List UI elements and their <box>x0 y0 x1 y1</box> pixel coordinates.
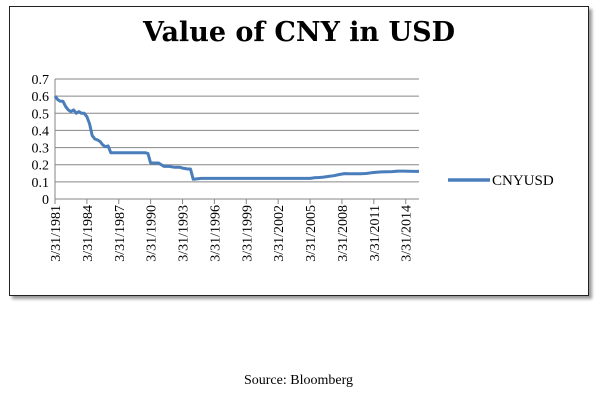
chart-frame: Value of CNY in USD 0 0.1 0.2 0.3 0.4 0.5 0.6 0… <box>9 6 589 296</box>
x-tick-label: 3/31/2011 <box>368 205 383 261</box>
x-tick-label: 3/31/1999 <box>240 205 255 262</box>
y-tick-label: 0.5 <box>32 107 50 122</box>
x-tick-label: 3/31/1981 <box>49 205 64 262</box>
source-caption: Source: Bloomberg <box>243 373 353 388</box>
x-tick-label: 3/31/1990 <box>145 205 160 262</box>
y-tick-label: 0.3 <box>32 142 50 157</box>
legend-label: CNYUSD <box>492 173 554 189</box>
x-tick-label: 3/31/2014 <box>400 205 415 262</box>
y-tick-label: 0 <box>42 193 49 208</box>
x-tick-label: 3/31/1984 <box>81 205 96 262</box>
x-tick-label: 3/31/1993 <box>177 205 192 262</box>
x-tick-label: 3/31/2008 <box>336 205 351 262</box>
y-tick-label: 0.6 <box>32 90 50 105</box>
y-tick-label: 0.1 <box>32 176 50 191</box>
x-tick-label: 3/31/1987 <box>113 205 128 262</box>
line-chart: 0 0.1 0.2 0.3 0.4 0.5 0.6 0.7 3/31/1981 3/31/1984… <box>32 73 554 262</box>
chart-title: Value of CNY in USD <box>142 17 456 48</box>
y-tick-label: 0.7 <box>32 73 50 88</box>
series-line <box>53 95 419 181</box>
x-tick-label: 3/31/2002 <box>272 205 287 262</box>
x-tick-label: 3/31/2005 <box>304 205 319 262</box>
x-tick-label: 3/31/1996 <box>208 205 223 262</box>
y-tick-label: 0.2 <box>32 159 50 174</box>
y-tick-label: 0.4 <box>32 124 50 139</box>
